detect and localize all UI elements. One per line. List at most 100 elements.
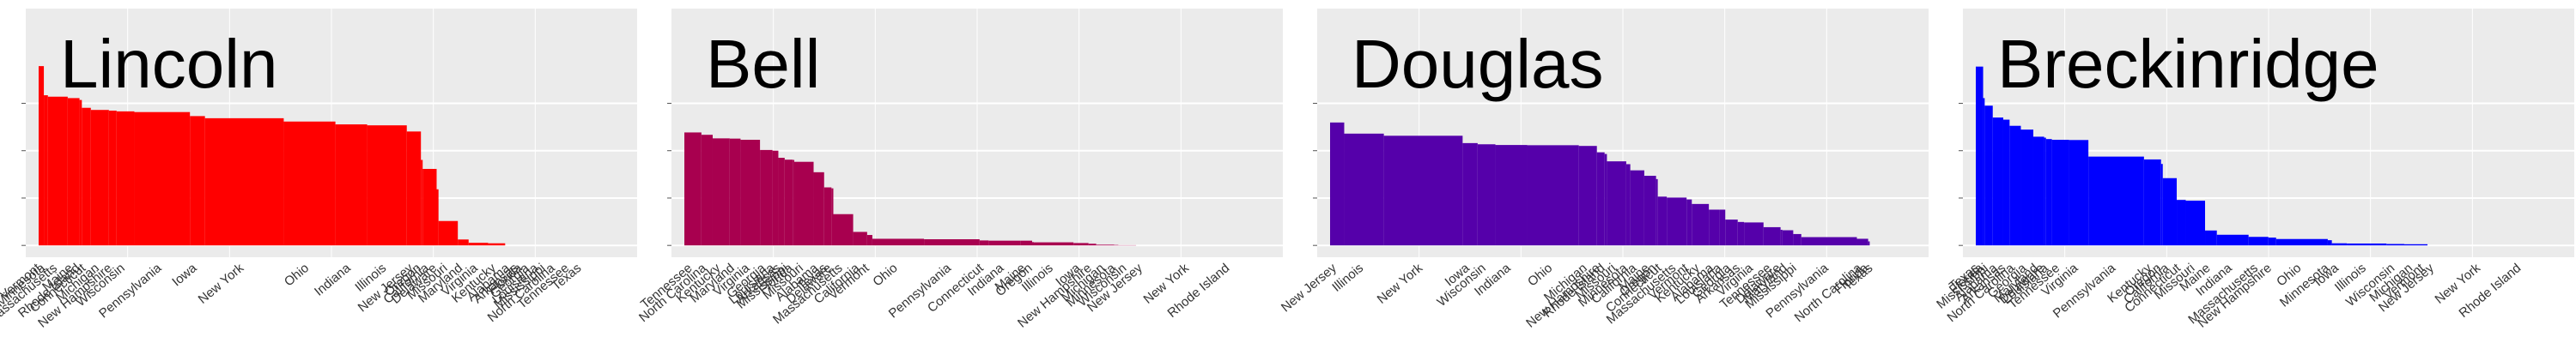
bar: [1656, 178, 1658, 246]
bar: [2160, 164, 2163, 246]
bar: [1992, 117, 2003, 246]
bar: [1976, 66, 1984, 246]
bar: [1782, 230, 1794, 246]
bar: [1495, 145, 1528, 246]
bar: [729, 138, 741, 246]
bar: [1719, 209, 1726, 246]
bar: [2032, 136, 2044, 246]
bar: [406, 131, 422, 246]
bar: [1667, 197, 1687, 246]
bar: [1034, 242, 1074, 246]
bar: [1330, 122, 1345, 246]
bar: [422, 168, 437, 246]
bar: [1737, 221, 1745, 246]
x-tick-label: New Jersey: [1279, 261, 1340, 316]
bar: [1114, 244, 1119, 246]
bar: [924, 239, 980, 246]
x-tick-label: New York: [1375, 261, 1426, 307]
bar: [79, 99, 82, 246]
x-tick-label: Iowa: [169, 261, 200, 290]
bar: [772, 150, 779, 246]
x-tick-label: Illinois: [1329, 261, 1366, 295]
bar: [1020, 240, 1033, 246]
bar: [1527, 145, 1579, 246]
bar: [778, 158, 785, 246]
bar: [1088, 244, 1097, 246]
bar: [2051, 140, 2069, 246]
bar: [2216, 234, 2249, 246]
panel-title: Bell: [706, 26, 820, 102]
bar: [1983, 98, 1985, 246]
bar: [1643, 175, 1656, 246]
bar: [2020, 129, 2033, 246]
bar: [438, 220, 459, 246]
bar: [866, 235, 872, 246]
bar: [2177, 200, 2186, 246]
bar: [1096, 244, 1115, 246]
bar: [1801, 237, 1857, 246]
bar: [2331, 243, 2348, 246]
bar: [1856, 238, 1868, 246]
bar: [1793, 233, 1801, 246]
bar: [44, 95, 48, 246]
bar: [979, 240, 989, 246]
bar: [436, 189, 439, 246]
bar: [488, 243, 506, 246]
bar: [116, 111, 135, 246]
bar: [712, 138, 730, 246]
bar: [793, 159, 795, 246]
bar: [1686, 199, 1692, 246]
bar: [2248, 237, 2269, 246]
bar: [134, 111, 191, 246]
panel-title: Douglas: [1352, 26, 1604, 102]
bar: [784, 159, 793, 246]
bar: [1596, 152, 1605, 246]
bar: [1625, 164, 1631, 246]
x-tick-label: Ohio: [282, 261, 312, 289]
bar: [1984, 105, 1993, 246]
bar: [1692, 203, 1710, 246]
bar: [2088, 156, 2144, 246]
bar: [283, 121, 336, 246]
bar: [2386, 244, 2404, 246]
bar: [2045, 139, 2052, 246]
bar: [853, 232, 867, 246]
bar: [1604, 153, 1607, 246]
bar: [468, 243, 489, 246]
bar: [831, 188, 834, 246]
bar: [1607, 161, 1626, 246]
bar: [47, 96, 68, 246]
bar: [2185, 200, 2206, 246]
bar: [367, 125, 407, 246]
bar: [2403, 244, 2423, 246]
bar: [684, 132, 702, 246]
bar: [67, 98, 80, 246]
bar: [204, 117, 284, 246]
bar: [1725, 220, 1738, 246]
bar: [872, 238, 925, 246]
bar: [740, 140, 761, 246]
bar: [2275, 238, 2328, 246]
bar: [794, 161, 814, 246]
x-tick-label: New York: [196, 261, 247, 307]
bar: [1763, 226, 1781, 246]
bar: [2069, 140, 2089, 246]
bar: [1657, 196, 1668, 246]
bar: [813, 172, 824, 246]
bar: [108, 111, 117, 246]
bar: [39, 66, 45, 246]
bar: [2205, 230, 2217, 246]
bar: [421, 159, 423, 246]
bar: [760, 149, 773, 246]
bar: [2347, 243, 2387, 246]
bar: [1744, 222, 1764, 246]
bar: [2143, 159, 2161, 246]
bar: [2044, 137, 2046, 246]
bar: [1032, 242, 1035, 246]
bar: [2009, 125, 2021, 246]
bar: [1709, 209, 1720, 246]
bar: [2002, 119, 2010, 246]
panel-title: Breckinridge: [1997, 26, 2379, 102]
